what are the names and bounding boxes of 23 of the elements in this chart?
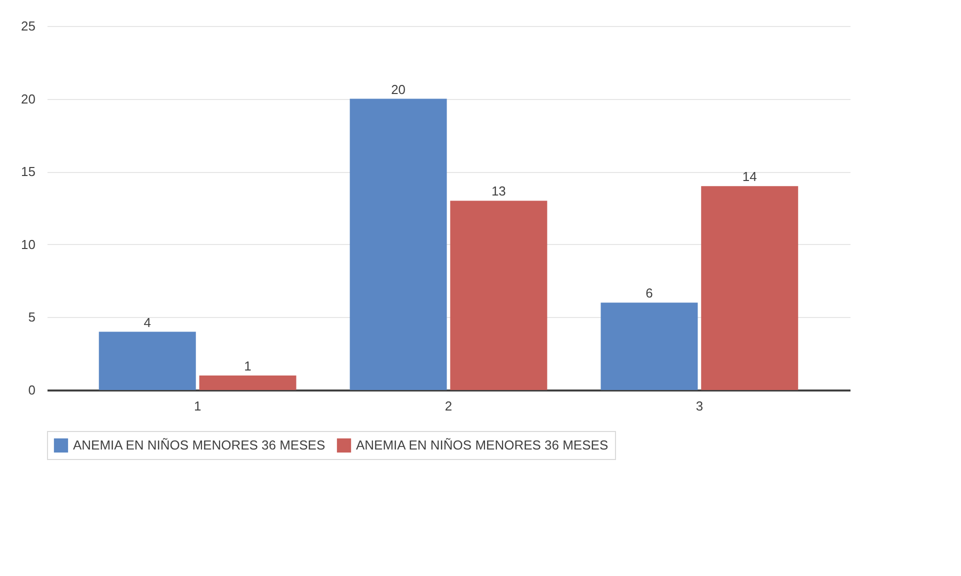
y-tick-label: 15 [21,164,36,180]
x-tick-label: 3 [696,398,704,414]
y-tick-label: 25 [21,18,36,34]
y-tick-label: 0 [28,382,36,398]
data-label: 13 [491,184,506,199]
data-label: 20 [391,82,406,97]
legend-label: ANEMIA EN NIÑOS MENORES 36 MESES [356,437,608,452]
y-tick-label: 20 [21,91,36,106]
bar [600,302,698,390]
bar [199,375,296,390]
x-tick-label: 2 [444,398,452,414]
x-tick-label: 1 [194,398,202,414]
legend-label: ANEMIA EN NIÑOS MENORES 36 MESES [73,437,326,452]
bar [98,332,196,390]
data-label: 14 [742,169,757,184]
bar [701,186,798,390]
data-label: 1 [244,358,252,374]
bar [450,200,548,390]
data-label: 4 [144,314,151,330]
data-label: 6 [646,286,653,301]
bar [350,98,447,390]
y-tick-label: 5 [28,310,36,325]
y-tick-label: 10 [21,236,36,252]
